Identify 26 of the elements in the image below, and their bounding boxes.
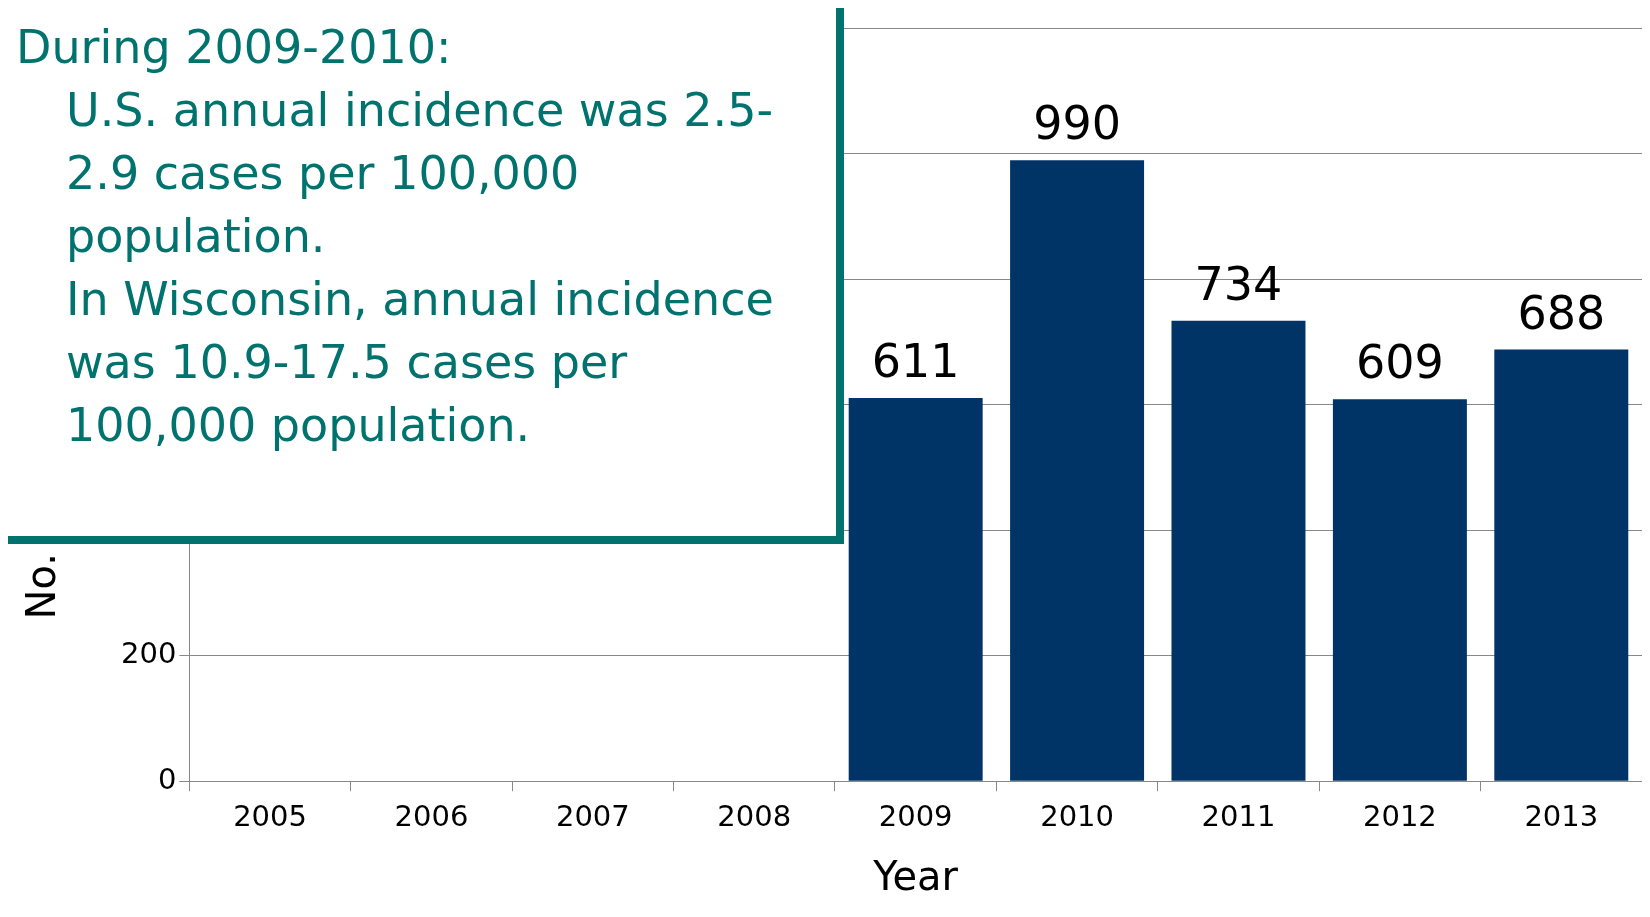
annotation: During 2009-2010: xyxy=(16,19,453,76)
annotation: U.S. annual incidence was 2.5-2.9 cases per 100,000 population. xyxy=(65,82,774,265)
y-tick-label: 200 xyxy=(120,636,177,671)
x-tick-label: 2012 xyxy=(1362,799,1437,834)
y-axis-title: No. xyxy=(18,553,64,620)
annotation: In Wisconsin, annual incidence was 10.9-17.5 cases per 100,000 population. xyxy=(65,271,775,454)
bar xyxy=(1171,320,1306,781)
bar xyxy=(1494,349,1629,781)
y-tick-label: 0 xyxy=(157,761,177,796)
x-tick-label: 2007 xyxy=(555,799,630,834)
x-tick-label: 2011 xyxy=(1201,799,1276,834)
x-tick-label: 2010 xyxy=(1040,799,1114,834)
bar xyxy=(848,397,983,781)
data-label: 609 xyxy=(1355,335,1444,390)
data-label: 688 xyxy=(1517,285,1606,340)
data-label: 734 xyxy=(1194,256,1283,311)
x-tick-label: 2008 xyxy=(717,799,792,834)
x-tick-label: 2009 xyxy=(878,799,953,834)
data-label: 990 xyxy=(1033,96,1121,151)
x-tick-label: 2006 xyxy=(394,799,469,834)
x-tick-label: 2013 xyxy=(1524,799,1599,834)
x-tick-label: 2005 xyxy=(233,799,307,834)
data-label: 611 xyxy=(871,333,960,388)
bar xyxy=(1332,399,1467,781)
bar xyxy=(1010,160,1145,781)
x-axis-title: Year xyxy=(872,853,959,900)
